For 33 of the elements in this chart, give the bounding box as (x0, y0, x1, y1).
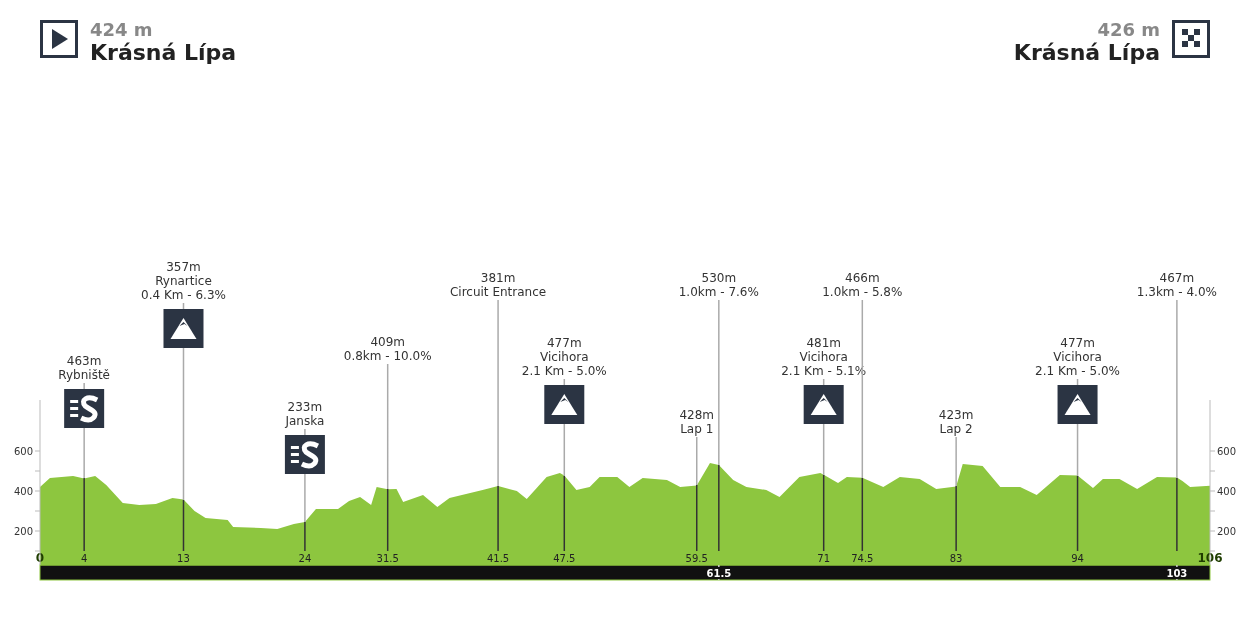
y-tick-label: 600 (13, 446, 33, 457)
ref-line-label: 463m Rybniště (58, 354, 110, 382)
ref-line-label: 409m 0.8km - 10.0% (343, 335, 432, 363)
x2-tick-label: 61.5 (706, 568, 732, 579)
x-tick-label: 31.5 (376, 553, 399, 564)
y-tick-label: 200 (13, 526, 33, 537)
x-tick-label: 94 (1071, 553, 1084, 564)
text: 424 m Krásná Lípa (90, 19, 237, 65)
y2-tick-label: 200 (1217, 526, 1237, 537)
x-tick-label: 47.5 (553, 553, 576, 564)
ref-line-label: 233m Janska (284, 400, 325, 428)
ref-line-label: 477m Vicihora 2.1 Km - 5.0% (521, 336, 607, 378)
y2-tick-label: 600 (1217, 446, 1237, 457)
ref-line-label: 530m 1.0km - 7.6% (678, 271, 759, 299)
ref-line-label: 357m Rynartice 0.4 Km - 6.3% (141, 260, 226, 302)
x-tick-label: 71 (817, 553, 831, 564)
x-tick-label: 74.5 (851, 553, 874, 564)
y-tick-label: 400 (13, 486, 33, 497)
ref-line-label: 381m Circuit Entrance (449, 271, 547, 299)
ref-line-label: 477m Vicihora 2.1 Km - 5.0% (1035, 336, 1120, 378)
x-tick-label: 59.5 (685, 553, 708, 564)
x2-tick-label: 103 (1166, 568, 1188, 579)
ref-line-label: 423m Lap 2 (938, 408, 974, 436)
ref-line-label: 467m 1.3km - 4.0% (1136, 271, 1217, 299)
x-tick-label: 24 (298, 553, 312, 564)
text: 426 m Krásná Lípa (1013, 19, 1160, 65)
x-tick-label: 41.5 (486, 553, 510, 564)
y2-tick-label: 400 (1217, 486, 1237, 497)
ref-line-label: 428m Lap 1 (679, 408, 715, 436)
x-tick-label: 4 (80, 553, 88, 564)
ref-line-label: 466m 1.0km - 5.8% (822, 271, 903, 299)
x-tick-label: 83 (949, 553, 963, 564)
x-tick-label: 13 (177, 553, 190, 564)
